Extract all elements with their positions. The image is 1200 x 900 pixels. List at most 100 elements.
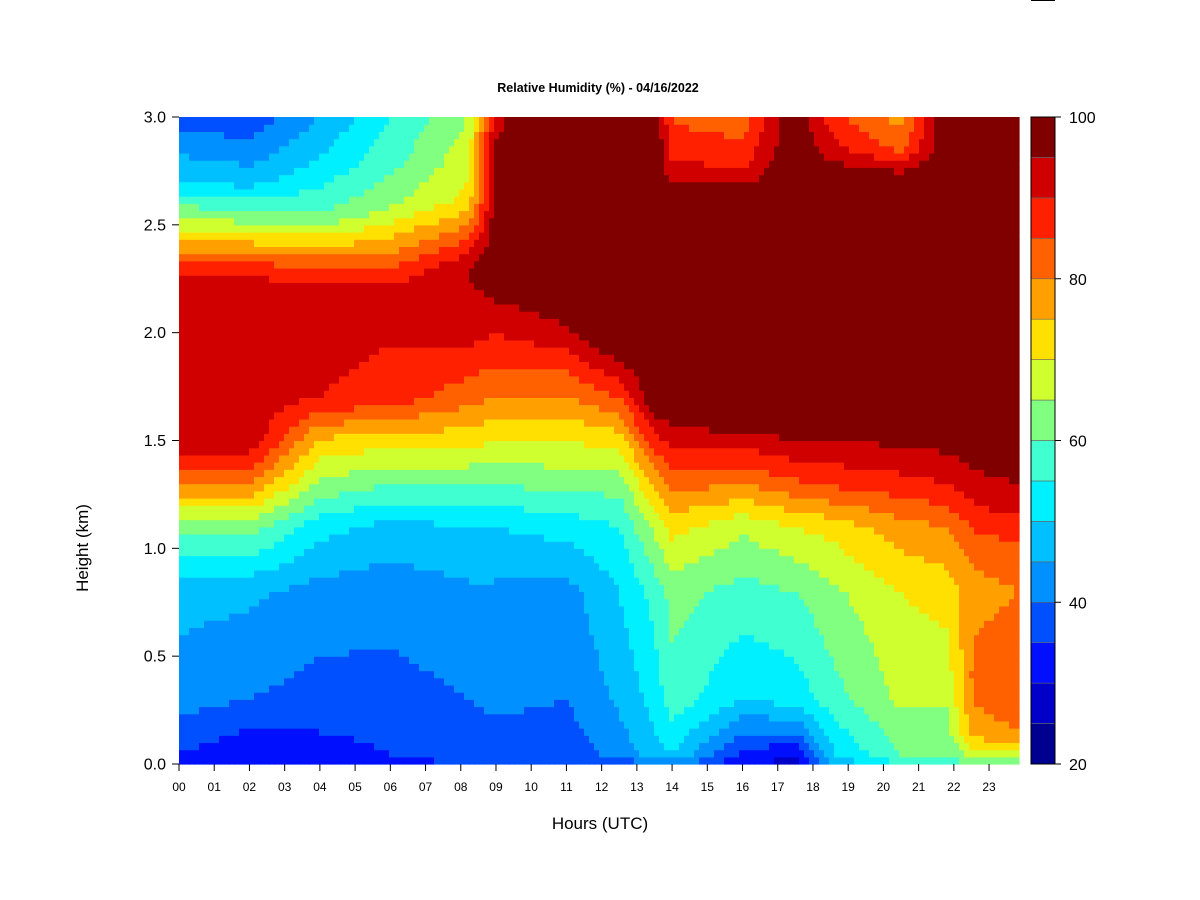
heatmap-cell	[404, 656, 410, 664]
heatmap-cell	[409, 598, 415, 607]
heatmap-cell	[359, 670, 365, 679]
heatmap-cell	[379, 526, 385, 535]
heatmap-cell	[224, 533, 230, 542]
heatmap-cell	[399, 167, 405, 176]
heatmap-cell	[399, 188, 405, 197]
heatmap-cell	[274, 749, 280, 758]
heatmap-cell	[449, 692, 455, 700]
heatmap-cell	[384, 318, 390, 327]
heatmap-cell	[254, 728, 260, 736]
heatmap-cell	[279, 253, 285, 262]
heatmap-cell	[449, 289, 455, 298]
heatmap-cell	[294, 505, 300, 513]
heatmap-cell	[424, 296, 430, 305]
heatmap-cell	[194, 325, 200, 334]
heatmap-cell	[229, 275, 235, 283]
heatmap-cell	[334, 706, 340, 715]
heatmap-cell	[189, 267, 195, 276]
heatmap-cell	[434, 167, 440, 176]
heatmap-cell	[224, 447, 230, 456]
heatmap-cell	[364, 174, 370, 183]
heatmap-cell	[204, 181, 210, 190]
heatmap-cell	[444, 267, 450, 276]
heatmap-cell	[244, 131, 250, 140]
heatmap-cell	[439, 720, 445, 729]
heatmap-cell	[309, 742, 315, 751]
heatmap-cell	[344, 375, 350, 384]
heatmap-cell	[364, 354, 370, 363]
heatmap-cell	[259, 167, 265, 176]
heatmap-cell	[224, 418, 230, 427]
heatmap-cell	[204, 548, 210, 557]
heatmap-cell	[359, 519, 365, 528]
heatmap-cell	[254, 440, 260, 449]
heatmap-cell	[234, 728, 240, 736]
heatmap-cell	[259, 354, 265, 363]
heatmap-cell	[194, 469, 200, 478]
heatmap-cell	[229, 124, 235, 132]
heatmap-cell	[364, 512, 370, 521]
heatmap-cell	[239, 533, 245, 542]
heatmap-cell	[414, 282, 420, 291]
heatmap-cell	[249, 720, 255, 729]
heatmap-cell	[379, 483, 385, 492]
heatmap-cell	[379, 188, 385, 197]
heatmap-cell	[204, 325, 210, 334]
heatmap-cell	[269, 742, 275, 751]
heatmap-cell	[404, 728, 410, 736]
heatmap-cell	[439, 124, 445, 132]
heatmap-cell	[264, 613, 270, 621]
heatmap-cell	[199, 498, 205, 506]
heatmap-cell	[374, 426, 380, 434]
heatmap-cell	[354, 613, 360, 621]
heatmap-cell	[209, 634, 215, 643]
heatmap-cell	[414, 368, 420, 377]
heatmap-cell	[379, 303, 385, 312]
heatmap-cell	[339, 728, 345, 736]
heatmap-cell	[314, 692, 320, 700]
heatmap-cell	[259, 138, 265, 147]
heatmap-cell	[244, 282, 250, 291]
heatmap-cell	[399, 469, 405, 478]
heatmap-cell	[444, 418, 450, 427]
heatmap-cell	[229, 483, 235, 492]
heatmap-cell	[249, 426, 255, 434]
heatmap-cell	[199, 117, 205, 125]
heatmap-cell	[214, 591, 220, 600]
heatmap-cell	[309, 246, 315, 255]
heatmap-cell	[299, 569, 305, 578]
heatmap-cell	[179, 469, 185, 478]
heatmap-cell	[444, 152, 450, 161]
heatmap-cell	[369, 677, 375, 686]
heatmap-cell	[209, 275, 215, 283]
heatmap-cell	[359, 117, 365, 125]
heatmap-cell	[394, 217, 400, 226]
heatmap-cell	[234, 519, 240, 528]
heatmap-cell	[439, 325, 445, 334]
heatmap-cell	[234, 742, 240, 751]
heatmap-cell	[424, 404, 430, 413]
heatmap-cell	[329, 131, 335, 140]
heatmap-cell	[194, 347, 200, 355]
heatmap-cell	[449, 728, 455, 736]
heatmap-cell	[204, 620, 210, 629]
heatmap-cell	[219, 174, 225, 183]
heatmap-cell	[259, 641, 265, 650]
heatmap-cell	[269, 505, 275, 513]
heatmap-cell	[409, 311, 415, 319]
heatmap-cell	[369, 188, 375, 197]
heatmap-cell	[414, 354, 420, 363]
heatmap-cell	[374, 246, 380, 255]
heatmap-cell	[284, 541, 290, 549]
heatmap-cell	[214, 117, 220, 125]
heatmap-cell	[194, 555, 200, 564]
heatmap-cell	[319, 591, 325, 600]
heatmap-cell	[344, 354, 350, 363]
heatmap-cell	[324, 562, 330, 571]
heatmap-cell	[279, 620, 285, 629]
heatmap-cell	[329, 555, 335, 564]
heatmap-cell	[434, 598, 440, 607]
heatmap-cell	[389, 246, 395, 255]
heatmap-cell	[354, 361, 360, 370]
heatmap-cell	[349, 174, 355, 183]
